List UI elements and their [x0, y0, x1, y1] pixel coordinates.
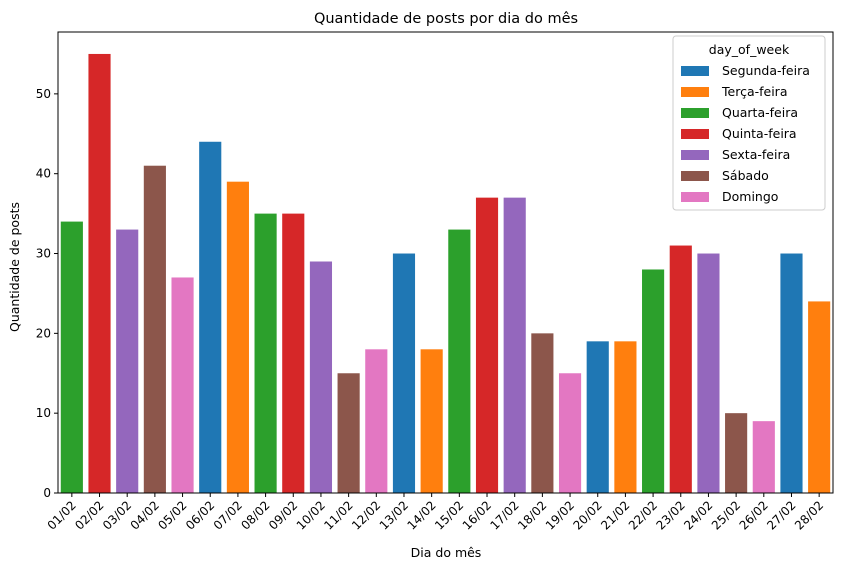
- bar-24-02: [697, 253, 720, 493]
- legend-label: Domingo: [722, 189, 778, 204]
- x-tick-label: 13/02: [377, 498, 411, 532]
- x-tick-label: 25/02: [709, 498, 743, 532]
- bar-26-02: [752, 421, 775, 493]
- bar-11-02: [337, 373, 360, 493]
- legend-swatch: [681, 87, 709, 97]
- bar-09-02: [282, 213, 305, 494]
- bar-28-02: [808, 301, 831, 493]
- x-tick-label: 02/02: [72, 498, 106, 532]
- bar-25-02: [725, 413, 748, 493]
- legend-swatch: [681, 66, 709, 76]
- bar-01-02: [60, 221, 83, 493]
- y-tick-label: 50: [36, 87, 51, 101]
- x-tick-label: 12/02: [349, 498, 383, 532]
- x-tick-label: 27/02: [764, 498, 798, 532]
- legend-swatch: [681, 171, 709, 181]
- x-tick-label: 14/02: [404, 498, 438, 532]
- x-tick-label: 28/02: [792, 498, 826, 532]
- y-tick-label: 10: [36, 406, 51, 420]
- x-tick-label: 15/02: [432, 498, 466, 532]
- legend-swatch: [681, 108, 709, 118]
- bar-12-02: [365, 349, 388, 493]
- x-tick-label: 10/02: [294, 498, 328, 532]
- bar-20-02: [586, 341, 609, 493]
- y-tick-label: 20: [36, 326, 51, 340]
- plot-area: 0 10 20 30 40 50 01/0202/0203/0204/0205/0206/0…: [36, 31, 834, 533]
- bar-07-02: [226, 181, 249, 493]
- bar-19-02: [558, 373, 582, 493]
- bar-02-02: [88, 53, 111, 493]
- x-tick-label: 22/02: [626, 498, 660, 532]
- bar-23-02: [669, 245, 692, 493]
- legend-swatch: [681, 150, 709, 160]
- x-tick-label: 06/02: [183, 498, 217, 532]
- x-tick-label: 18/02: [515, 498, 549, 532]
- x-tick-label: 04/02: [128, 498, 162, 532]
- legend-frame: [672, 35, 826, 211]
- bar-05-02: [171, 277, 194, 493]
- legend-label: Segunda-feira: [722, 63, 810, 78]
- bar-04-02: [143, 165, 166, 493]
- legend-swatch: [681, 192, 709, 202]
- legend-swatch: [681, 129, 709, 139]
- x-axis-label: Dia do mês: [411, 545, 482, 560]
- bar-22-02: [642, 269, 665, 493]
- x-tick-label: 17/02: [487, 498, 521, 532]
- x-tick-label: 05/02: [155, 498, 189, 532]
- x-tick-label: 16/02: [460, 498, 494, 532]
- legend-label: Quinta-feira: [722, 126, 797, 141]
- bar-10-02: [309, 261, 333, 493]
- x-tick-label: 23/02: [654, 498, 688, 532]
- legend: day_of_week Segunda-feira Terça-feira Quar…: [672, 35, 826, 211]
- y-axis-label: Quantidade de posts: [7, 202, 22, 332]
- bar-06-02: [199, 141, 222, 493]
- x-tick-label: 09/02: [266, 498, 300, 532]
- bar-14-02: [420, 349, 443, 493]
- chart-title: Quantidade de posts por dia do mês: [314, 11, 578, 27]
- x-tick-label: 20/02: [570, 498, 604, 532]
- bar-17-02: [503, 197, 526, 493]
- bar-08-02: [254, 213, 277, 494]
- bar-13-02: [392, 253, 416, 493]
- x-tick-label: 08/02: [238, 498, 272, 532]
- legend-label: Sábado: [722, 168, 769, 183]
- x-tick-label: 21/02: [598, 498, 632, 532]
- bar-16-02: [475, 197, 499, 493]
- legend-label: Terça-feira: [721, 84, 787, 99]
- bar-18-02: [531, 333, 554, 493]
- x-tick-label: 11/02: [321, 498, 355, 532]
- bar-15-02: [448, 229, 471, 493]
- x-tick-label: 07/02: [211, 498, 245, 532]
- legend-label: Sexta-feira: [722, 147, 790, 162]
- x-tick-label: 01/02: [45, 498, 79, 532]
- y-tick-label: 30: [36, 247, 51, 261]
- legend-title: day_of_week: [709, 42, 790, 57]
- plot-frame: [57, 31, 834, 494]
- bar-21-02: [614, 341, 637, 493]
- bar-03-02: [116, 229, 139, 493]
- legend-label: Quarta-feira: [722, 105, 798, 120]
- y-tick-label: 0: [43, 486, 51, 500]
- x-tick-label: 19/02: [543, 498, 577, 532]
- legend-entries: Segunda-feira Terça-feira Quarta-feira Quin…: [681, 63, 810, 204]
- x-tick-label: 03/02: [100, 498, 134, 532]
- y-tick-label: 40: [36, 167, 51, 181]
- x-tick-label: 26/02: [737, 498, 771, 532]
- bar-27-02: [780, 253, 803, 493]
- x-tick-label: 24/02: [681, 498, 715, 532]
